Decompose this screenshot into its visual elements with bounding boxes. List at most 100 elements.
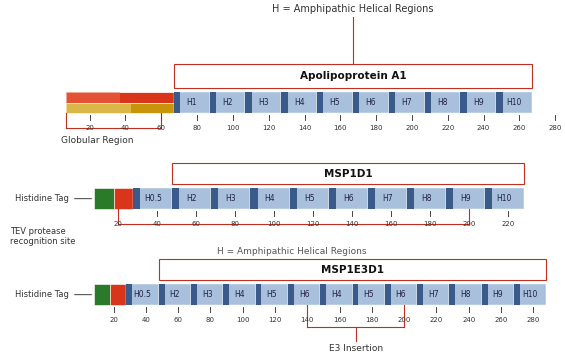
Text: 260: 260	[494, 317, 508, 323]
Text: 40: 40	[121, 125, 130, 131]
FancyBboxPatch shape	[514, 284, 520, 305]
Text: 40: 40	[141, 317, 150, 323]
FancyBboxPatch shape	[514, 284, 546, 305]
FancyBboxPatch shape	[368, 188, 407, 209]
FancyBboxPatch shape	[353, 92, 359, 113]
FancyBboxPatch shape	[66, 92, 120, 103]
FancyBboxPatch shape	[485, 188, 492, 209]
Text: H2: H2	[186, 194, 197, 203]
FancyBboxPatch shape	[389, 92, 395, 113]
FancyBboxPatch shape	[159, 259, 546, 280]
Text: 60: 60	[157, 125, 166, 131]
FancyBboxPatch shape	[353, 284, 385, 305]
FancyBboxPatch shape	[496, 92, 503, 113]
Text: H = Amphipathic Helical Regions: H = Amphipathic Helical Regions	[217, 247, 367, 256]
Text: 120: 120	[262, 125, 275, 131]
Text: 160: 160	[384, 221, 398, 227]
Text: 20: 20	[113, 221, 122, 227]
Text: H0.5: H0.5	[134, 290, 151, 299]
FancyBboxPatch shape	[94, 284, 110, 305]
Text: 240: 240	[477, 125, 490, 131]
Text: 40: 40	[153, 221, 161, 227]
Text: 120: 120	[306, 221, 320, 227]
FancyBboxPatch shape	[289, 188, 329, 209]
Text: H5: H5	[363, 290, 374, 299]
Text: 220: 220	[441, 125, 454, 131]
Text: 60: 60	[173, 317, 182, 323]
Text: 60: 60	[192, 221, 200, 227]
FancyBboxPatch shape	[114, 188, 133, 209]
FancyBboxPatch shape	[289, 188, 297, 209]
FancyBboxPatch shape	[210, 92, 245, 113]
Text: H6: H6	[343, 194, 354, 203]
FancyBboxPatch shape	[127, 284, 132, 305]
Text: 140: 140	[298, 125, 311, 131]
FancyBboxPatch shape	[281, 92, 288, 113]
Text: 220: 220	[430, 317, 443, 323]
Text: Apolipoprotein A1: Apolipoprotein A1	[299, 71, 406, 81]
Text: H10: H10	[523, 290, 538, 299]
Text: 100: 100	[226, 125, 240, 131]
Text: H9: H9	[460, 194, 471, 203]
FancyBboxPatch shape	[281, 92, 317, 113]
Text: H3: H3	[225, 194, 236, 203]
FancyBboxPatch shape	[385, 284, 390, 305]
FancyBboxPatch shape	[353, 284, 358, 305]
Text: 240: 240	[462, 317, 475, 323]
Text: 200: 200	[398, 317, 411, 323]
FancyBboxPatch shape	[317, 92, 324, 113]
FancyBboxPatch shape	[460, 92, 496, 113]
Text: H0.5: H0.5	[144, 194, 162, 203]
FancyBboxPatch shape	[211, 188, 219, 209]
FancyBboxPatch shape	[133, 188, 172, 209]
FancyBboxPatch shape	[329, 188, 336, 209]
Text: Histidine Tag: Histidine Tag	[15, 290, 69, 299]
FancyBboxPatch shape	[174, 63, 532, 89]
Text: 80: 80	[231, 221, 240, 227]
Text: 120: 120	[268, 317, 282, 323]
Text: H5: H5	[329, 98, 340, 107]
Text: E3 Insertion: E3 Insertion	[329, 345, 383, 354]
Text: H7: H7	[401, 98, 412, 107]
Text: MSP1D1: MSP1D1	[324, 169, 372, 179]
Text: H5: H5	[267, 290, 277, 299]
FancyBboxPatch shape	[223, 284, 229, 305]
FancyBboxPatch shape	[320, 284, 326, 305]
Text: Globular Region: Globular Region	[60, 136, 133, 145]
FancyBboxPatch shape	[460, 92, 467, 113]
FancyBboxPatch shape	[172, 188, 179, 209]
Text: 260: 260	[513, 125, 526, 131]
Text: 280: 280	[527, 317, 540, 323]
FancyBboxPatch shape	[446, 188, 453, 209]
FancyBboxPatch shape	[159, 284, 191, 305]
Text: 80: 80	[206, 317, 215, 323]
FancyBboxPatch shape	[446, 188, 485, 209]
FancyBboxPatch shape	[385, 284, 417, 305]
Text: 100: 100	[236, 317, 250, 323]
FancyBboxPatch shape	[449, 284, 455, 305]
FancyBboxPatch shape	[94, 188, 114, 209]
FancyBboxPatch shape	[320, 284, 353, 305]
FancyBboxPatch shape	[256, 284, 288, 305]
Text: 200: 200	[463, 221, 476, 227]
Text: H4: H4	[331, 290, 342, 299]
Text: H4: H4	[234, 290, 245, 299]
FancyBboxPatch shape	[353, 92, 389, 113]
Text: H3: H3	[258, 98, 268, 107]
Text: 180: 180	[423, 221, 437, 227]
Text: H4: H4	[265, 194, 275, 203]
Text: MSP1E3D1: MSP1E3D1	[321, 265, 384, 275]
Text: H8: H8	[437, 98, 447, 107]
Text: H6: H6	[396, 290, 406, 299]
Text: H6: H6	[299, 290, 310, 299]
FancyBboxPatch shape	[174, 92, 180, 113]
FancyBboxPatch shape	[424, 92, 431, 113]
Text: H6: H6	[366, 98, 376, 107]
Text: H8: H8	[421, 194, 432, 203]
Text: 180: 180	[370, 125, 383, 131]
FancyBboxPatch shape	[159, 284, 164, 305]
FancyBboxPatch shape	[256, 284, 262, 305]
FancyBboxPatch shape	[482, 284, 514, 305]
Text: H10: H10	[506, 98, 521, 107]
FancyBboxPatch shape	[172, 163, 524, 184]
